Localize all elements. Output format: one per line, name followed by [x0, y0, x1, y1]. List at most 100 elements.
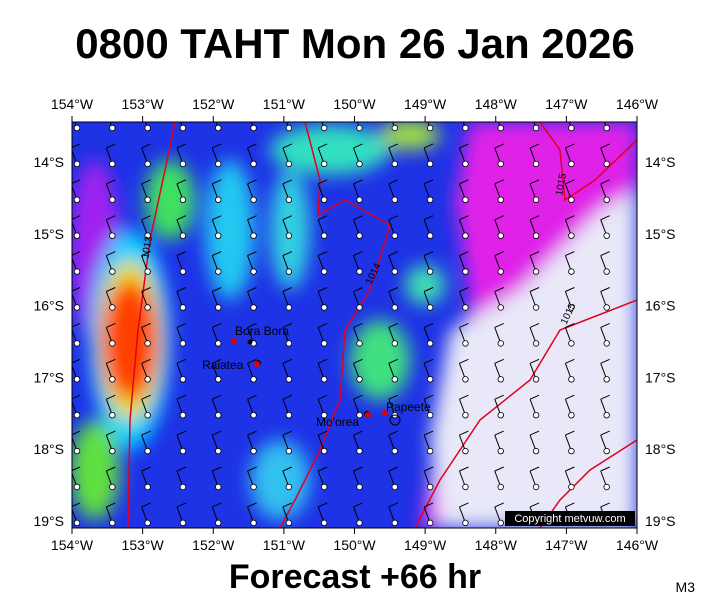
station	[109, 124, 116, 132]
station	[568, 196, 575, 203]
station	[179, 268, 187, 275]
lat-label: 15°S	[645, 226, 676, 242]
wind-barb	[282, 287, 293, 292]
station	[603, 196, 610, 203]
wind-barb	[600, 287, 610, 292]
wind-barb	[423, 287, 434, 292]
wind-barb	[247, 358, 257, 364]
station	[73, 304, 81, 311]
wind-barb	[212, 394, 222, 400]
wind-barb	[388, 358, 399, 364]
station	[179, 304, 187, 311]
station	[356, 160, 363, 168]
lat-label: 14°S	[33, 154, 64, 170]
station	[320, 412, 328, 419]
wind-barb	[388, 179, 399, 185]
wind-barb	[212, 502, 222, 508]
lon-label: 153°W	[122, 96, 165, 112]
station	[462, 483, 469, 491]
station	[497, 412, 504, 419]
wind-barb	[423, 394, 434, 400]
station	[109, 447, 116, 455]
wind-barb	[529, 430, 540, 436]
wind-barb	[282, 251, 293, 257]
lon-label: 150°W	[333, 96, 376, 112]
station	[73, 519, 81, 527]
station	[603, 483, 610, 491]
station	[356, 519, 363, 527]
wind-barb	[423, 358, 434, 364]
station	[356, 196, 363, 203]
station	[391, 232, 399, 239]
wind-barb	[282, 143, 293, 149]
station	[462, 232, 469, 239]
station	[532, 268, 540, 275]
wind-barb	[141, 394, 151, 400]
station	[497, 160, 504, 168]
wind-barb	[176, 466, 187, 472]
wind-barb	[600, 502, 610, 508]
station	[497, 124, 504, 132]
station	[532, 412, 540, 419]
wind-barb	[176, 143, 187, 149]
forecast-label: Forecast +66 hr	[229, 558, 481, 596]
station	[462, 160, 469, 168]
wind-barb	[601, 108, 610, 112]
station	[391, 340, 399, 347]
lat-label: 17°S	[645, 369, 676, 385]
station	[603, 160, 610, 168]
station	[250, 124, 257, 132]
station	[356, 304, 363, 311]
station	[250, 196, 257, 203]
station	[356, 268, 363, 275]
station	[215, 412, 222, 419]
wind-barb	[317, 322, 328, 328]
station	[426, 519, 434, 527]
wind-barb	[106, 179, 116, 185]
station	[320, 304, 328, 311]
wind-barb	[247, 287, 257, 292]
wind-barb	[494, 251, 504, 257]
wind-barb	[106, 502, 116, 508]
station	[320, 340, 328, 347]
wind-barb	[459, 287, 469, 292]
station	[391, 268, 399, 275]
wind-barb	[494, 466, 504, 472]
station	[426, 196, 434, 203]
station	[320, 483, 328, 491]
lon-label: 147°W	[545, 96, 588, 112]
station	[568, 376, 575, 383]
station	[215, 232, 222, 239]
wind-barb	[176, 179, 187, 185]
wind-barb	[459, 502, 469, 508]
wind-barb	[141, 251, 151, 257]
station	[603, 376, 610, 383]
wind-barb	[176, 394, 187, 400]
station	[179, 232, 187, 239]
station	[462, 376, 469, 383]
station	[320, 160, 328, 168]
station	[285, 340, 293, 347]
station	[356, 232, 363, 239]
station	[391, 196, 399, 203]
station	[356, 376, 363, 383]
wind-barb	[388, 430, 399, 436]
station	[532, 483, 540, 491]
wind-barb	[176, 322, 187, 328]
station	[73, 232, 81, 239]
station	[250, 447, 257, 455]
wind-barb	[247, 394, 257, 400]
wind-barb	[423, 466, 434, 472]
wind-barb	[600, 322, 610, 328]
lon-label: 151°W	[263, 96, 306, 112]
station	[215, 340, 222, 347]
station	[426, 412, 434, 419]
wind-barb	[106, 358, 116, 364]
wind-barb	[388, 322, 399, 328]
wind-barb	[141, 502, 151, 508]
wind-barb	[388, 251, 399, 257]
station	[179, 483, 187, 491]
station	[603, 232, 610, 239]
wind-barb	[282, 394, 293, 400]
